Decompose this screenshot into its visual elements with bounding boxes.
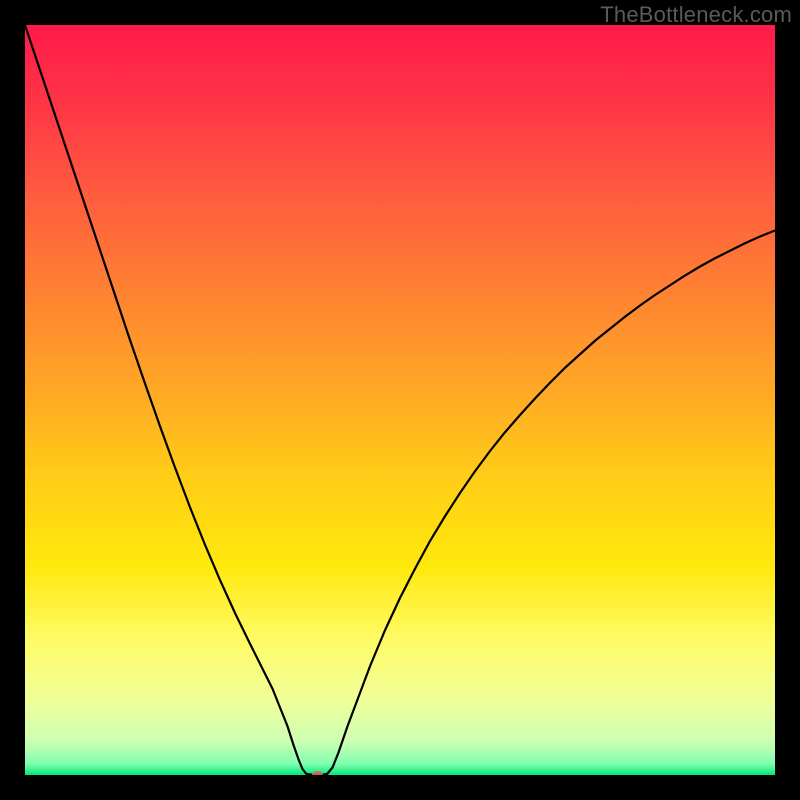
chart-frame: TheBottleneck.com [0,0,800,800]
watermark-text: TheBottleneck.com [600,2,792,28]
bottleneck-chart [0,0,800,800]
plot-background [25,25,775,775]
